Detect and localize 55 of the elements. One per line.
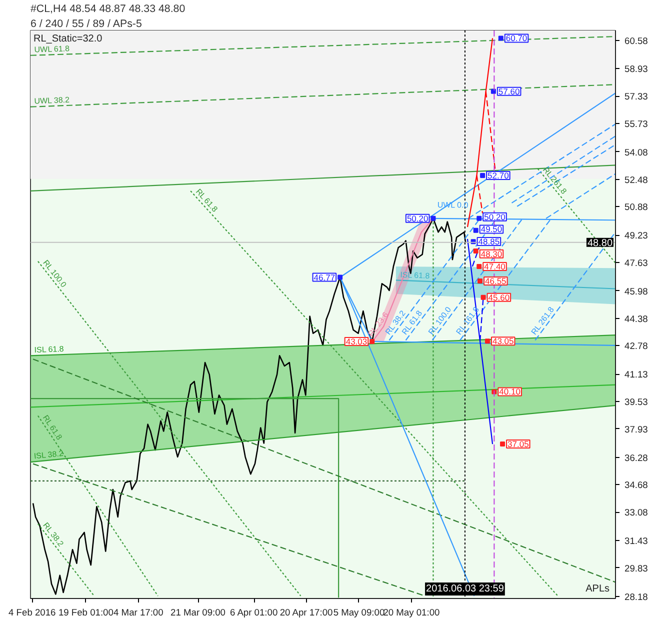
y-tick-label: 42.78 bbox=[624, 341, 648, 352]
y-tick-label: 52.48 bbox=[624, 174, 648, 185]
chart-title: #CL,H4 48.54 48.87 48.33 48.80 bbox=[30, 3, 186, 15]
data-label: 48.85 bbox=[478, 236, 500, 247]
y-tick-label: 28.18 bbox=[624, 592, 648, 602]
y-tick-label: 49.23 bbox=[624, 230, 648, 241]
series-label: UWL 61.8 bbox=[34, 44, 70, 54]
data-label: 40.10 bbox=[499, 386, 521, 397]
y-tick-label: 33.08 bbox=[624, 508, 648, 518]
data-label: 60.70 bbox=[506, 33, 528, 44]
ref-line-label: 2016.06.03 23:59 bbox=[426, 584, 504, 594]
y-tick-label: 50.88 bbox=[624, 202, 648, 212]
y-tick-label: 41.13 bbox=[624, 370, 648, 380]
data-label: 52.70 bbox=[488, 170, 510, 181]
series-label: ISL 61.8 bbox=[34, 344, 64, 355]
data-label: 57.60 bbox=[498, 86, 520, 96]
y-tick-label: 37.93 bbox=[624, 424, 648, 434]
y-tick-label: 34.68 bbox=[624, 480, 648, 490]
series-label: UWL 38.2 bbox=[34, 95, 70, 106]
data-label: 46.55 bbox=[485, 276, 507, 286]
x-tick-label: 4 Feb 2016 bbox=[8, 608, 56, 618]
data-label: 49.50 bbox=[480, 224, 502, 234]
x-tick-label: 19 Feb 01:00 bbox=[58, 608, 114, 618]
data-label: 50.20 bbox=[406, 213, 428, 224]
y-tick-label: 57.33 bbox=[624, 92, 648, 102]
y-tick-label: 39.53 bbox=[624, 397, 648, 407]
data-label: 43.05 bbox=[492, 336, 514, 346]
y-tick-label: 54.08 bbox=[624, 147, 648, 158]
annotation: APLs bbox=[586, 584, 610, 594]
data-label: 46.77 bbox=[314, 272, 336, 282]
data-label: 45.60 bbox=[488, 292, 510, 302]
y-tick-label: 58.93 bbox=[624, 64, 648, 74]
chart-subtitle: 6 / 240 / 55 / 89 / APs-5 bbox=[30, 18, 142, 30]
x-tick-label: 20 Apr 17:00 bbox=[280, 608, 333, 618]
ref-line-label: 48.80 bbox=[587, 238, 613, 249]
y-tick-label: 47.63 bbox=[624, 258, 648, 268]
x-tick-label: 21 Mar 09:00 bbox=[170, 608, 226, 618]
data-label: 37.05 bbox=[508, 439, 530, 450]
x-tick-label: 6 Apr 01:00 bbox=[230, 608, 278, 618]
data-label: 47.40 bbox=[484, 261, 506, 272]
x-tick-label: 4 Mar 17:00 bbox=[114, 608, 164, 618]
y-tick-label: 31.43 bbox=[624, 536, 648, 546]
y-tick-label: 44.38 bbox=[624, 314, 648, 324]
x-tick-label: 20 May 01:00 bbox=[383, 608, 440, 618]
y-tick-label: 29.83 bbox=[624, 563, 648, 574]
x-tick-label: 5 May 09:00 bbox=[333, 608, 385, 618]
y-tick-label: 55.73 bbox=[624, 119, 648, 130]
text: ISL 38.2 bbox=[34, 448, 64, 461]
series-label: ISL 61.8 bbox=[400, 270, 430, 281]
data-label: 43.03 bbox=[346, 336, 368, 346]
y-tick-label: 36.28 bbox=[624, 452, 648, 463]
annotation: RL_Static=32.0 bbox=[34, 34, 103, 44]
data-label: 48.30 bbox=[480, 248, 502, 259]
y-tick-label: 45.98 bbox=[624, 286, 648, 296]
y-tick-label: 60.58 bbox=[624, 36, 648, 46]
